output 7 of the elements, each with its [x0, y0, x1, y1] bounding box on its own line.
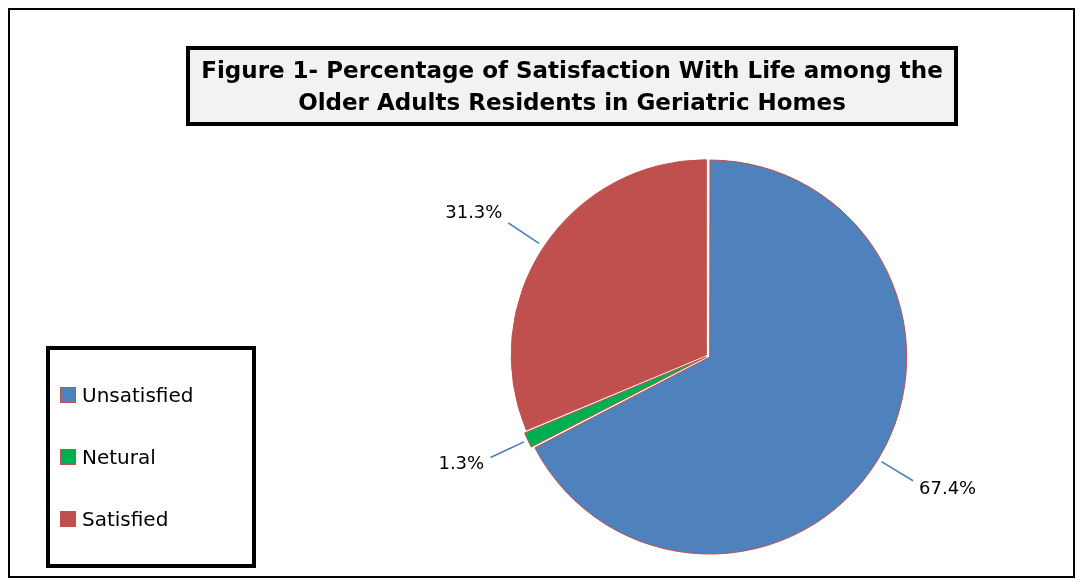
legend-label: Satisfied — [82, 507, 169, 531]
data-label: 67.4% — [919, 477, 977, 499]
legend-label: Unsatisfied — [82, 383, 194, 407]
legend-label: Netural — [82, 445, 156, 469]
data-label: 31.3% — [445, 201, 503, 223]
data-label: 1.3% — [438, 452, 485, 474]
chart-title: Figure 1- Percentage of Satisfaction With Life among the Older Adults Residents in Geriatric Homes — [186, 46, 958, 126]
